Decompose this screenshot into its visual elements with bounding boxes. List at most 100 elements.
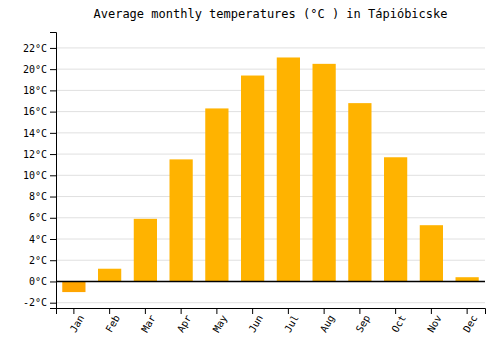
grid: [56, 48, 485, 303]
y-tick-mark: [50, 281, 56, 282]
x-tick: Aug: [318, 308, 337, 334]
y-tick-mark: [50, 69, 56, 70]
x-tick-mark: [216, 308, 217, 314]
y-tick-label: 12°C: [23, 149, 47, 160]
y-tick-label: 10°C: [23, 170, 47, 181]
x-tick-label: Mar: [139, 313, 158, 334]
y-tick: 6°C: [29, 212, 56, 223]
y-tick-label: 0°C: [29, 276, 47, 287]
bar: [277, 57, 300, 281]
x-tick-label: Jun: [246, 313, 265, 334]
bar: [348, 103, 371, 281]
x-tick: Dec: [461, 308, 480, 334]
grid-line: [56, 217, 485, 218]
chart: -2°C 0°C 2°C 4°C 6°C 8°C 10°C 12°C 14°C 16°C 18°C 2…: [0, 0, 500, 350]
x-tick-label: Nov: [425, 313, 444, 334]
y-tick-mark: [50, 90, 56, 91]
y-tick: 2°C: [29, 255, 56, 266]
y-tick-label: 20°C: [23, 64, 47, 75]
y-tick: -2°C: [23, 297, 56, 308]
grid-line: [56, 47, 485, 48]
grid-line: [56, 196, 485, 197]
y-tick: 14°C: [23, 128, 56, 139]
x-tick-mark: [288, 308, 289, 314]
grid-line: [56, 90, 485, 91]
bar: [241, 76, 264, 282]
x-tick-label: May: [211, 313, 230, 334]
y-tick-label: -2°C: [23, 297, 47, 308]
x-axis: Jan Feb Mar Apr May Jun Jul Aug Sep Oct Nov Dec: [57, 308, 486, 334]
grid-line: [56, 302, 485, 303]
zero-line: [56, 281, 485, 283]
y-tick-label: 18°C: [23, 85, 47, 96]
x-tick: Oct: [389, 308, 408, 334]
x-tick-mark: [467, 308, 468, 314]
y-tick-mark: [50, 112, 56, 113]
x-tick-label: Apr: [175, 313, 194, 334]
y-tick-mark: [50, 239, 56, 240]
y-tick-mark: [50, 154, 56, 155]
y-tick-label: 2°C: [29, 255, 47, 266]
y-tick-label: 22°C: [23, 43, 47, 54]
x-tick-label: Sep: [354, 313, 373, 334]
bar: [420, 225, 443, 281]
bar: [134, 219, 157, 282]
y-tick-label: 16°C: [23, 106, 47, 117]
x-tick-mark: [431, 308, 432, 314]
y-tick-mark: [50, 218, 56, 219]
y-tick: 0°C: [29, 276, 56, 287]
x-tick-label: Feb: [103, 313, 122, 334]
grid-line: [56, 281, 485, 282]
y-tick-mark: [50, 175, 56, 176]
x-tick-mark: [73, 308, 74, 314]
grid-line: [56, 154, 485, 155]
y-tick-mark: [50, 303, 56, 304]
x-tick-mark: [395, 308, 396, 314]
x-tick: Mar: [139, 308, 158, 334]
y-axis: -2°C 0°C 2°C 4°C 6°C 8°C 10°C 12°C 14°C 16°C 18°C 2…: [23, 33, 57, 309]
x-tick: Nov: [425, 308, 444, 334]
y-tick-label: 6°C: [29, 212, 47, 223]
x-tick-mark: [359, 308, 360, 314]
bar: [205, 108, 228, 281]
grid-line: [56, 111, 485, 112]
x-tick-mark: [181, 308, 182, 314]
x-tick-mark: [145, 308, 146, 314]
x-tick-mark: [252, 308, 253, 314]
x-axis-line: [57, 309, 486, 315]
bar: [98, 269, 121, 282]
x-tick: Sep: [354, 308, 373, 334]
y-tick-mark: [50, 197, 56, 198]
bar: [313, 64, 336, 282]
plot: -2°C 0°C 2°C 4°C 6°C 8°C 10°C 12°C 14°C 16°C 18°C 2…: [23, 33, 486, 335]
y-tick-label: 8°C: [29, 191, 47, 202]
y-tick: 16°C: [23, 106, 56, 117]
y-tick-mark: [50, 260, 56, 261]
y-tick-mark: [50, 133, 56, 134]
x-tick: Jul: [282, 308, 301, 334]
y-tick: 18°C: [23, 85, 56, 96]
x-tick-label: Oct: [389, 313, 408, 334]
y-tick: 8°C: [29, 191, 56, 202]
y-tick: 12°C: [23, 149, 56, 160]
x-tick: Apr: [175, 308, 194, 334]
y-tick-label: 14°C: [23, 128, 47, 139]
y-tick: 10°C: [23, 170, 56, 181]
x-tick: Jun: [246, 308, 265, 334]
y-tick: 20°C: [23, 64, 56, 75]
bars: [56, 57, 485, 292]
grid-line: [56, 69, 485, 70]
x-tick: May: [211, 308, 230, 334]
bar: [170, 159, 193, 281]
x-tick-label: Jan: [68, 313, 87, 334]
x-tick-label: Aug: [318, 313, 337, 334]
x-tick-mark: [324, 308, 325, 314]
y-tick-mark: [50, 48, 56, 49]
title: Average monthly temperatures (°C ) in Tá…: [93, 7, 447, 21]
x-tick-mark: [109, 308, 110, 314]
bar: [384, 157, 407, 281]
y-axis-line: [50, 33, 57, 309]
y-tick: 4°C: [29, 234, 56, 245]
grid-line: [56, 175, 485, 176]
x-tick: Jan: [68, 308, 87, 334]
